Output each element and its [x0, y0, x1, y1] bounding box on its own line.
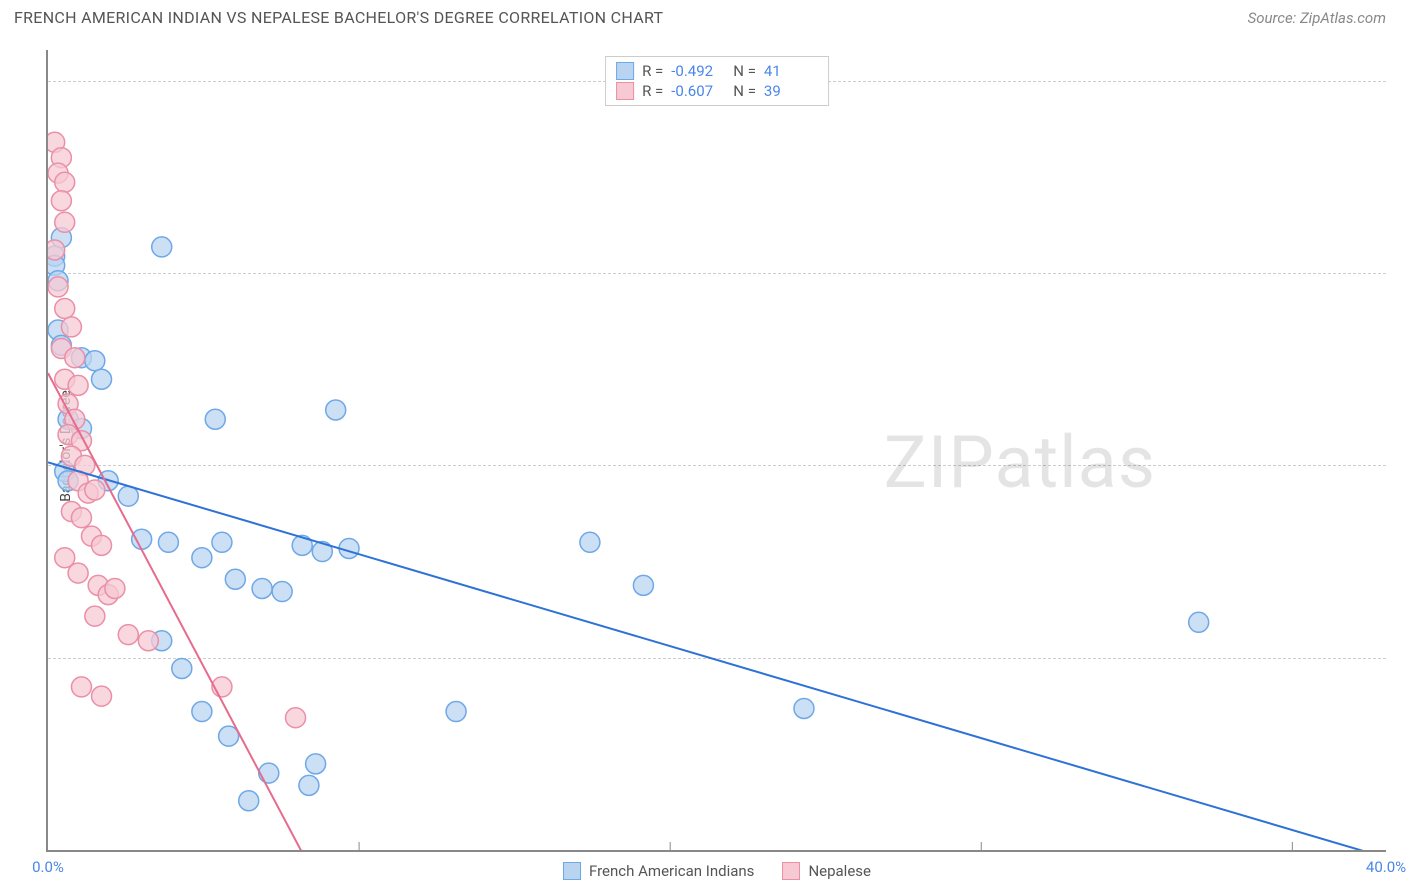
legend-bottom: French American Indians Nepalese [563, 862, 871, 880]
x-tick-label: 0.0% [32, 858, 64, 876]
stat-label-r2: R = [642, 82, 663, 100]
legend-swatch-blue [616, 62, 634, 80]
stat-label-n2: N = [733, 82, 756, 100]
legend-swatch-pink [616, 82, 634, 100]
stat-r1: -0.492 [671, 62, 725, 80]
chart-source: Source: ZipAtlas.com [1248, 9, 1386, 27]
y-tick-label: 50.0% [1396, 72, 1406, 90]
chart-plot-area: ZIPatlas R = -0.492 N = 41 R = -0.607 N … [46, 50, 1386, 852]
y-tick-label: 37.5% [1396, 264, 1406, 282]
stat-label-n1: N = [733, 62, 756, 80]
y-tick-label: 25.0% [1396, 456, 1406, 474]
stat-label-r1: R = [642, 62, 663, 80]
chart-title: FRENCH AMERICAN INDIAN VS NEPALESE BACHE… [14, 8, 663, 27]
legend-bottom-label-1: French American Indians [589, 862, 754, 880]
legend-bottom-label-2: Nepalese [808, 862, 871, 880]
stat-n2: 39 [764, 82, 818, 100]
legend-bottom-swatch-blue [563, 862, 581, 880]
stat-r2: -0.607 [671, 82, 725, 100]
x-tick-label: 40.0% [1366, 858, 1406, 876]
legend-bottom-swatch-pink [782, 862, 800, 880]
legend-stats: R = -0.492 N = 41 R = -0.607 N = 39 [605, 56, 829, 106]
stat-n1: 41 [764, 62, 818, 80]
y-tick-label: 12.5% [1396, 649, 1406, 667]
scatter-svg [48, 50, 1386, 850]
